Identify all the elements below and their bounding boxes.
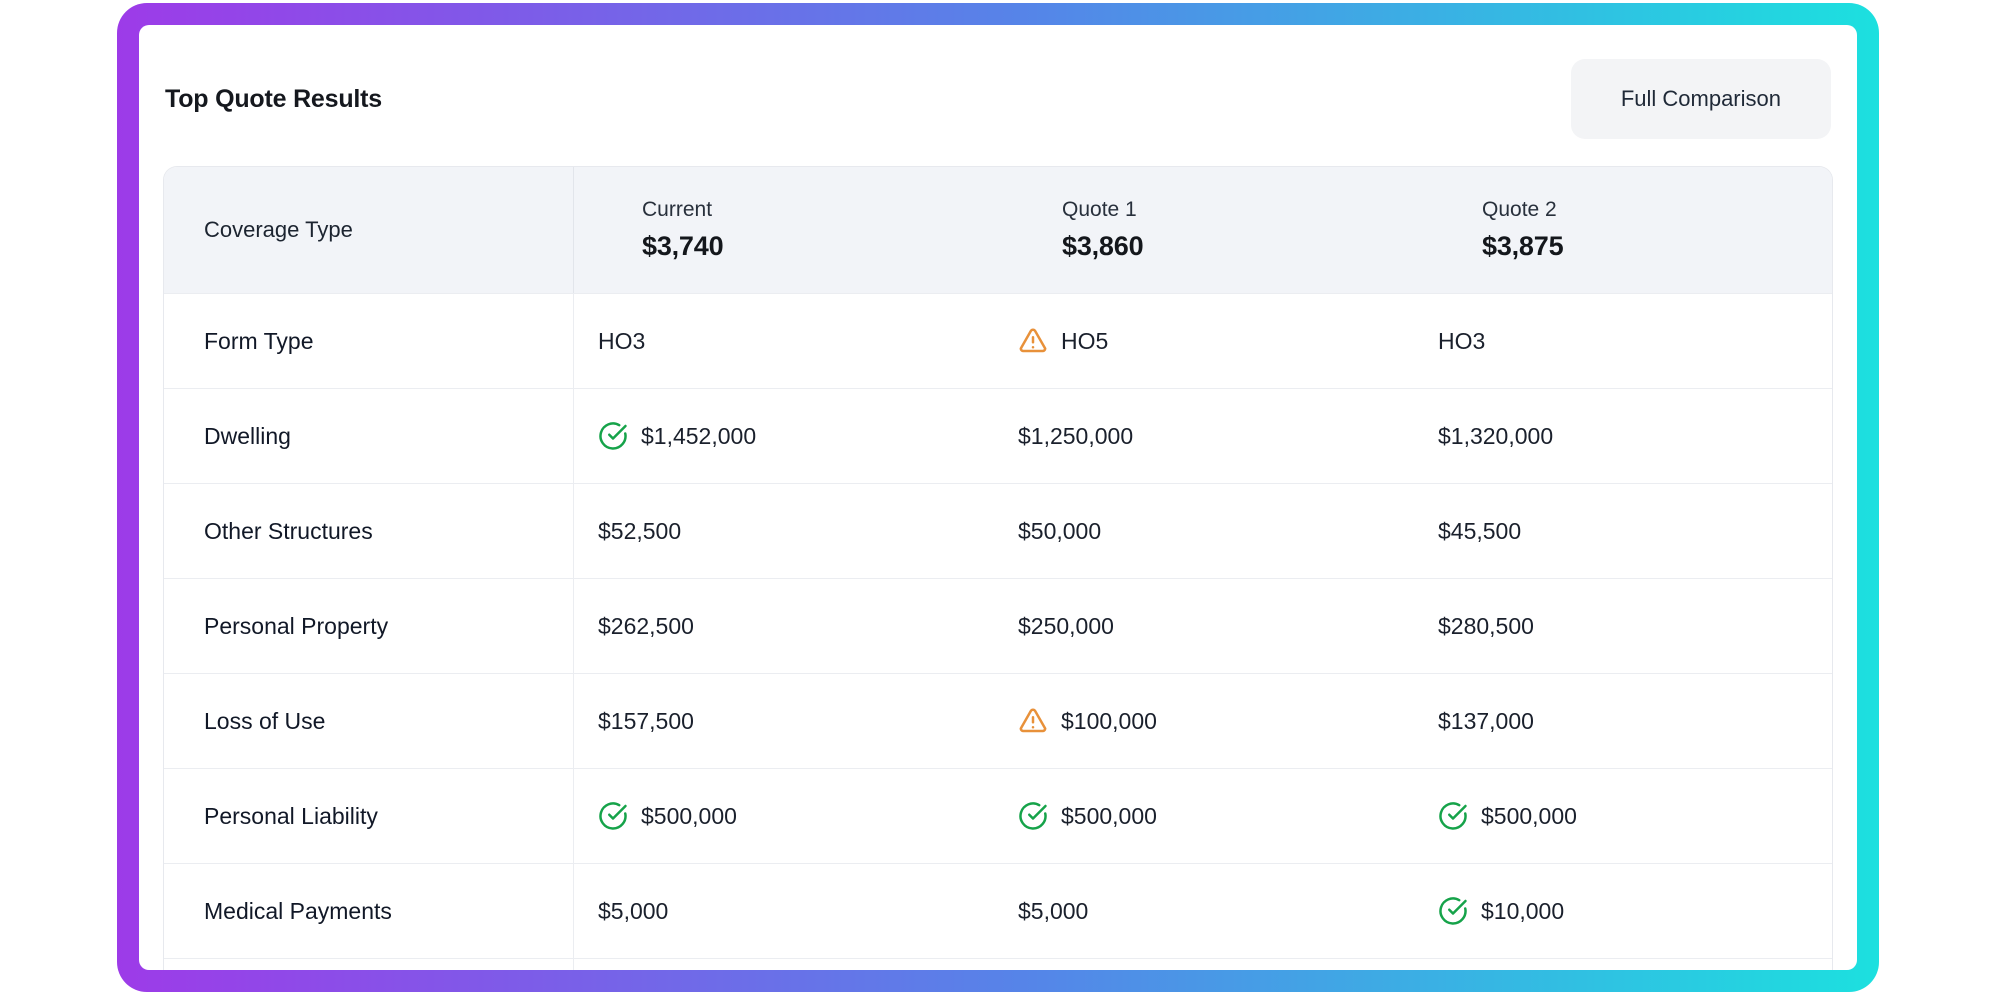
coverage-value-cell [574, 959, 994, 970]
coverage-value-cell: $50,000 [994, 484, 1414, 578]
warning-triangle-icon [1019, 708, 1047, 733]
coverage-value: $280,500 [1438, 612, 1534, 639]
coverage-value-cell: $250,000 [994, 579, 1414, 673]
coverage-row-label: Other Structures [164, 484, 574, 578]
table-row: Other Structures $52,500 $50,000 $45,500 [164, 483, 1832, 578]
table-row: Personal Liability $500,000 $500,000 $500,0… [164, 768, 1832, 863]
coverage-value: HO5 [1061, 327, 1109, 354]
warning-triangle-icon [1019, 328, 1047, 353]
coverage-value-cell: $262,500 [574, 579, 994, 673]
coverage-value-cell: $1,250,000 [994, 389, 1414, 483]
coverage-value-cell: $500,000 [1414, 769, 1832, 863]
quote-results-card: Top Quote Results Full Comparison Covera… [139, 25, 1857, 970]
coverage-value-cell: $137,000 [1414, 674, 1832, 768]
coverage-row-label: Loss of Use [164, 674, 574, 768]
table-row: Loss of Use $157,500 $100,000 $137,000 [164, 673, 1832, 768]
check-circle-icon [1439, 897, 1467, 925]
quote-column-header-quote-1: Quote 1 $3,860 [994, 167, 1414, 293]
coverage-value-cell: $157,500 [574, 674, 994, 768]
coverage-value: HO3 [598, 327, 646, 354]
table-row: Dwelling $1,452,000 $1,250,000 $1,320,000 [164, 388, 1832, 483]
table-row: Form Type HO3 HO5 HO3 [164, 293, 1832, 388]
coverage-value: $500,000 [1061, 802, 1157, 829]
check-circle-icon [599, 802, 627, 830]
card-header: Top Quote Results Full Comparison [163, 25, 1833, 166]
page-title: Top Quote Results [165, 84, 382, 113]
coverage-value: HO3 [1438, 327, 1486, 354]
quote-column-header-quote-2: Quote 2 $3,875 [1414, 167, 1832, 293]
coverage-value-cell: $500,000 [574, 769, 994, 863]
coverage-value: $5,000 [598, 897, 669, 924]
column-label: Quote 2 [1482, 198, 1557, 221]
coverage-value-cell [1414, 959, 1832, 970]
coverage-type-header: Coverage Type [164, 167, 574, 293]
coverage-value: $100,000 [1061, 707, 1157, 734]
coverage-row-label: Dwelling [164, 389, 574, 483]
coverage-value: $45,500 [1438, 517, 1522, 544]
coverage-value-cell: HO5 [994, 294, 1414, 388]
coverage-value: $137,000 [1438, 707, 1534, 734]
coverage-value: $157,500 [598, 707, 694, 734]
coverage-value-cell: $280,500 [1414, 579, 1832, 673]
coverage-value-cell: $5,000 [994, 864, 1414, 958]
coverage-value-cell: $10,000 [1414, 864, 1832, 958]
column-total-premium: $3,860 [1062, 231, 1144, 261]
coverage-value-cell: HO3 [574, 294, 994, 388]
coverage-value-cell [994, 959, 1414, 970]
coverage-value-cell: $1,320,000 [1414, 389, 1832, 483]
coverage-row-label: Medical Payments [164, 864, 574, 958]
comparison-table: Coverage Type Current $3,740 Quote 1 $3,860… [163, 166, 1833, 970]
column-label: Quote 1 [1062, 198, 1137, 221]
table-row: Personal Property $262,500 $250,000 $280,50… [164, 578, 1832, 673]
coverage-row-label: Personal Property [164, 579, 574, 673]
coverage-row-label: Personal Liability [164, 769, 574, 863]
coverage-value: $250,000 [1018, 612, 1114, 639]
coverage-value-cell: $52,500 [574, 484, 994, 578]
coverage-value-cell: $500,000 [994, 769, 1414, 863]
coverage-value: $10,000 [1481, 897, 1565, 924]
table-row: Medical Payments $5,000 $5,000 $10,000 [164, 863, 1832, 958]
coverage-value-cell: $100,000 [994, 674, 1414, 768]
column-label: Current [642, 198, 713, 221]
coverage-value: $52,500 [598, 517, 682, 544]
coverage-value: $1,250,000 [1018, 422, 1134, 449]
gradient-frame: Top Quote Results Full Comparison Covera… [117, 3, 1879, 992]
table-row-partial [164, 958, 1832, 970]
full-comparison-button[interactable]: Full Comparison [1570, 59, 1831, 139]
coverage-row-label [164, 959, 574, 970]
column-total-premium: $3,740 [642, 231, 724, 261]
table-body: Form Type HO3 HO5 HO3 Dwelling $1,452,000 $1,2… [164, 293, 1832, 970]
quote-column-header-current: Current $3,740 [574, 167, 994, 293]
coverage-value: $1,452,000 [641, 422, 757, 449]
table-header-row: Coverage Type Current $3,740 Quote 1 $3,860… [164, 167, 1832, 293]
column-total-premium: $3,875 [1482, 231, 1564, 261]
coverage-value-cell: $5,000 [574, 864, 994, 958]
check-circle-icon [599, 422, 627, 450]
coverage-value-cell: HO3 [1414, 294, 1832, 388]
coverage-value-cell: $45,500 [1414, 484, 1832, 578]
check-circle-icon [1439, 802, 1467, 830]
coverage-row-label: Form Type [164, 294, 574, 388]
coverage-value: $5,000 [1018, 897, 1089, 924]
coverage-value: $1,320,000 [1438, 422, 1554, 449]
check-circle-icon [1019, 802, 1047, 830]
coverage-value-cell: $1,452,000 [574, 389, 994, 483]
coverage-value: $500,000 [641, 802, 737, 829]
coverage-value: $500,000 [1481, 802, 1577, 829]
coverage-value: $262,500 [598, 612, 694, 639]
coverage-value: $50,000 [1018, 517, 1102, 544]
